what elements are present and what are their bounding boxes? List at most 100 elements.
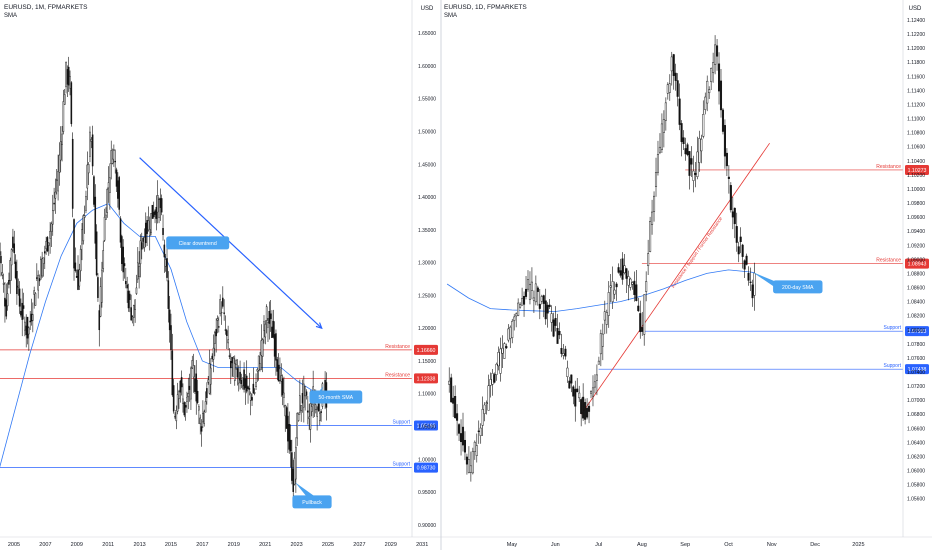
candle [731,197,734,230]
candle-body [639,313,642,333]
candle [195,360,198,415]
candle [130,294,132,322]
candle-body [162,228,164,235]
candle-body [111,158,114,164]
candle-body [208,363,211,394]
candle-body [200,426,203,432]
resistance-label: Resistance [876,164,901,170]
candle [656,140,660,176]
candle-body [708,89,711,94]
candle [45,236,47,255]
y-tick-label: 1.15000 [418,359,436,365]
candle-body [307,410,309,413]
price-tag: 1.07983 [905,326,929,337]
candle-body [231,357,233,364]
candle [261,337,264,373]
candle-body [521,298,524,306]
candle-body [725,152,728,167]
candle [505,343,508,349]
candle-body [182,398,184,404]
candle-body [172,385,175,412]
candle-body [599,333,602,355]
candle [77,255,79,291]
candle [461,412,465,452]
candle [487,374,490,411]
candle [40,256,42,280]
candle [727,165,730,194]
candle [263,315,265,344]
candle [729,182,732,213]
candle-body [304,386,306,397]
candle [192,353,195,393]
candle [617,263,620,274]
candle [67,56,70,92]
candle-body [523,296,526,305]
candles [448,35,756,482]
y-tick-label: 1.35000 [418,228,436,234]
price-tag-box [414,420,438,431]
chart-title: EURUSD, 1D, FPMARKETS [444,4,527,11]
candle-body [175,409,178,422]
candle-body [99,286,102,317]
candle-body [511,320,514,338]
candle [450,373,453,403]
price-axis[interactable]: 1.65000 1.60000 1.55000 1.50000 1.45000 1.400… [411,0,436,537]
candle-body [249,393,252,401]
candle-body [706,80,709,104]
candle-body [192,365,195,378]
candle [589,390,593,399]
x-tick-label: 2015 [165,542,177,548]
candle-body [122,246,124,273]
candle-body [75,276,78,278]
candle [154,209,156,224]
candle [147,206,150,232]
candle [566,360,569,383]
callout-label: 200-day SMA [782,285,814,291]
candle-body [26,316,29,339]
candle [745,253,748,266]
candle [115,167,118,193]
candle-body [664,102,667,121]
y-tick-label: 1.11400 [907,88,925,94]
candle [123,257,126,279]
candle-body [86,164,89,189]
candle [751,279,754,307]
candle-body [686,144,689,156]
y-tick-label: 1.11000 [907,117,925,123]
candle-body [458,424,461,434]
candle-body [252,383,255,394]
candle [200,419,203,447]
candle [150,213,152,236]
time-axis[interactable]: 2005 2007 2009 2011 2013 2015 2017 2019 2021 2023… [0,536,441,548]
sma-line [0,203,327,468]
y-tick-label: 1.65000 [418,31,436,37]
candle [239,360,241,390]
candle-body [696,151,699,177]
candle [739,227,742,254]
candle-body [247,386,249,389]
candle-body [65,61,67,88]
x-tick-label: 2017 [196,542,208,548]
y-tick-label: 1.55000 [418,97,436,103]
candle-body [163,244,166,258]
time-axis[interactable]: May Jun Jul Aug Sep Oct Nov Dec 2025 [441,536,932,548]
candle-body [212,347,215,360]
x-tick-label: Nov [767,542,777,548]
candle [118,175,120,216]
candle-body [698,138,701,163]
price-axis[interactable]: 1.12400 1.12200 1.12000 1.11800 1.11600 1.114… [902,0,925,537]
candle-body [53,202,55,205]
candle [98,304,101,347]
x-tick-label: 2025 [852,542,864,548]
candle-body [603,311,606,321]
candle-body [14,261,17,279]
candle-body [292,468,294,492]
candle [140,232,143,260]
candle-body [180,377,183,388]
candle-body [493,374,496,383]
candle [176,382,179,415]
candle [99,277,102,318]
candle-body [588,405,591,412]
y-tick-label: 1.10200 [907,173,925,179]
